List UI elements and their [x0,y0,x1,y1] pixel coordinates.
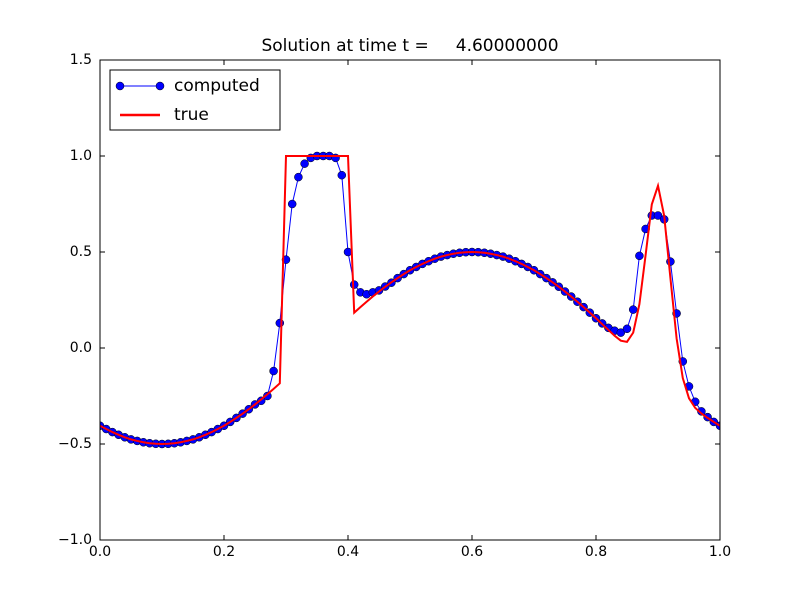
y-tick-label: −0.5 [58,436,92,452]
data-point [653,211,663,220]
y-tick-label: 1.0 [70,148,92,164]
data-point [269,366,278,376]
legend-label: computed [174,76,260,96]
plot-area [100,151,720,449]
legend-marker [155,81,165,91]
data-point [628,305,638,314]
legend: computed true [109,69,281,131]
x-tick-label: 0.4 [337,544,359,560]
legend-box [109,69,281,131]
data-point [616,328,626,337]
x-tick-label: 1.0 [709,544,731,560]
data-point [294,172,303,182]
data-point [337,170,347,180]
y-tick-label: −1.0 [58,532,92,548]
legend-label: true [174,105,209,125]
data-point [635,251,644,261]
y-tick-label: 0.5 [70,244,92,260]
data-point [697,407,706,416]
series-line [100,155,720,446]
y-tick-label: 0.0 [70,340,92,356]
chart-title: Solution at time t = 4.60000000 [261,36,558,56]
y-tick-label: 1.5 [70,52,92,68]
data-point [275,318,285,328]
data-point [287,199,297,209]
data-point [263,391,272,401]
x-tick-label: 0.6 [461,544,483,560]
x-tick-label: 0.2 [213,544,235,560]
data-point [622,324,632,334]
plot-frame [99,59,721,541]
data-point [300,159,309,168]
x-tick-label: 0.0 [89,544,111,560]
x-tick-label: 0.8 [585,544,607,560]
legend-marker [115,81,125,91]
